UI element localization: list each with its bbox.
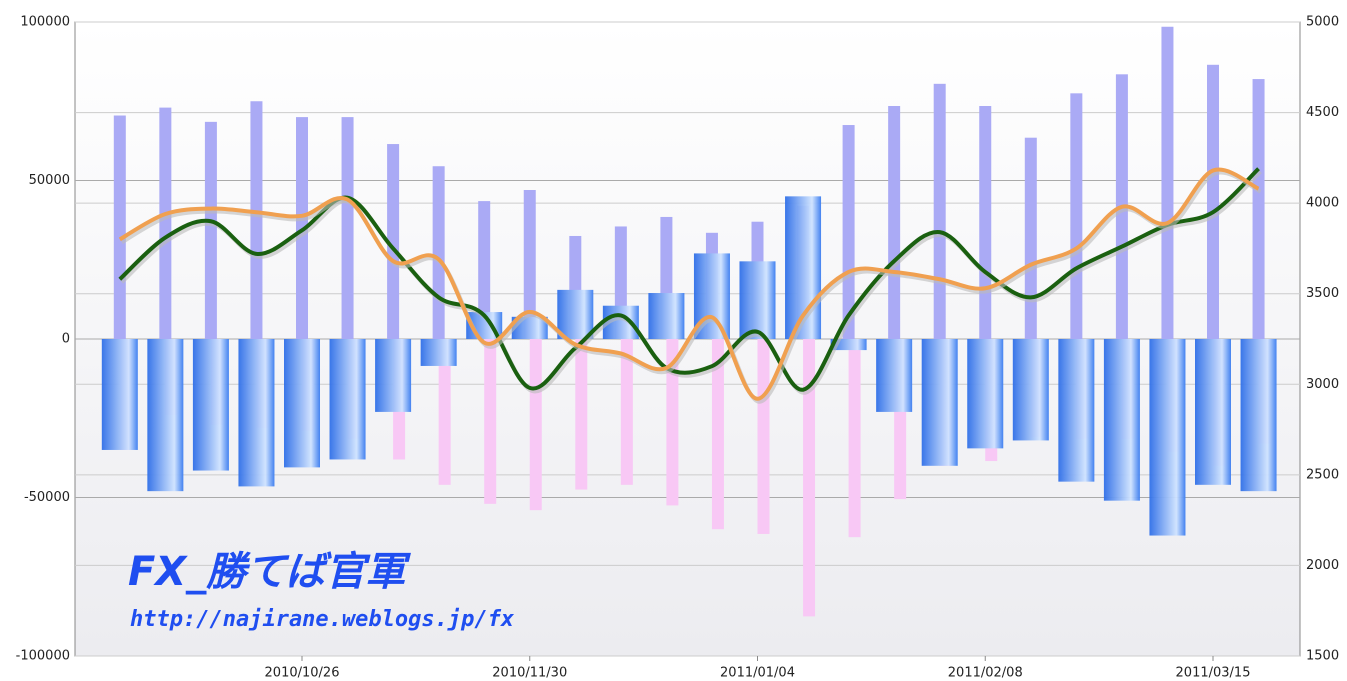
bar — [375, 339, 412, 412]
bar — [1240, 339, 1277, 492]
bar — [1070, 93, 1083, 339]
bar — [478, 201, 491, 339]
bar — [921, 339, 958, 466]
bar — [1207, 64, 1219, 340]
y-tick-label: -50000 — [24, 490, 70, 505]
y2-tick-label: 2000 — [1306, 558, 1339, 573]
bar — [979, 106, 992, 339]
y2-tick-label: 5000 — [1306, 15, 1339, 30]
bar — [147, 339, 184, 492]
bar — [484, 339, 497, 504]
bar — [159, 107, 172, 339]
bar — [575, 339, 588, 490]
bar — [204, 121, 217, 339]
y2-tick-label: 3000 — [1306, 377, 1339, 392]
bar — [803, 339, 816, 617]
bar — [1012, 339, 1049, 441]
x-tick-label: 2011/03/15 — [1176, 666, 1251, 681]
bar — [238, 339, 275, 487]
bar — [933, 83, 946, 339]
bar — [842, 125, 855, 340]
line-shadow — [120, 170, 1262, 395]
watermark-url: http://najirane.weblogs.jp/fx — [130, 607, 515, 632]
bar — [1161, 26, 1174, 339]
bar — [888, 106, 901, 339]
bar — [620, 339, 633, 485]
x-tick-label: 2010/11/30 — [492, 666, 567, 681]
bar — [1195, 339, 1231, 485]
bar — [250, 101, 263, 339]
y2-tick-label: 4000 — [1306, 196, 1339, 211]
watermark-title: FX_勝てば官軍 — [128, 549, 411, 595]
y2-tick-label: 1500 — [1306, 649, 1339, 664]
y2-tick-label: 3500 — [1306, 286, 1339, 301]
bar — [666, 339, 679, 506]
bar — [967, 339, 1004, 449]
x-tick-label: 2010/10/26 — [265, 666, 340, 681]
bar — [529, 339, 542, 511]
bar — [848, 339, 861, 538]
bar — [648, 293, 685, 339]
line — [118, 167, 1260, 392]
bar — [284, 339, 320, 468]
y-tick-label: 100000 — [20, 15, 70, 30]
y-tick-label: 50000 — [29, 173, 70, 188]
bar — [739, 261, 776, 339]
bar — [523, 190, 536, 339]
bar — [1024, 137, 1037, 339]
x-tick-label: 2011/02/08 — [948, 666, 1023, 681]
bar — [438, 339, 451, 485]
bar — [329, 339, 366, 460]
bar — [113, 115, 126, 339]
y2-tick-label: 4500 — [1306, 105, 1339, 120]
bar — [757, 339, 770, 534]
bar — [1252, 79, 1265, 339]
bar — [192, 339, 229, 471]
bar — [420, 339, 457, 366]
bar — [432, 166, 445, 339]
y-tick-label: -100000 — [16, 649, 70, 664]
bar — [876, 339, 913, 412]
bar — [557, 289, 594, 339]
bar — [830, 339, 867, 351]
bar — [1103, 339, 1140, 501]
y2-tick-label: 2500 — [1306, 467, 1339, 482]
bar — [711, 339, 724, 530]
bar — [1058, 339, 1095, 482]
x-tick-label: 2011/01/04 — [720, 666, 795, 681]
y-tick-label: 0 — [62, 332, 70, 347]
bar — [341, 117, 354, 339]
line — [118, 167, 1260, 401]
bar — [101, 339, 138, 450]
bar — [387, 144, 400, 339]
line-shadow — [120, 170, 1262, 404]
bar — [1149, 339, 1186, 536]
